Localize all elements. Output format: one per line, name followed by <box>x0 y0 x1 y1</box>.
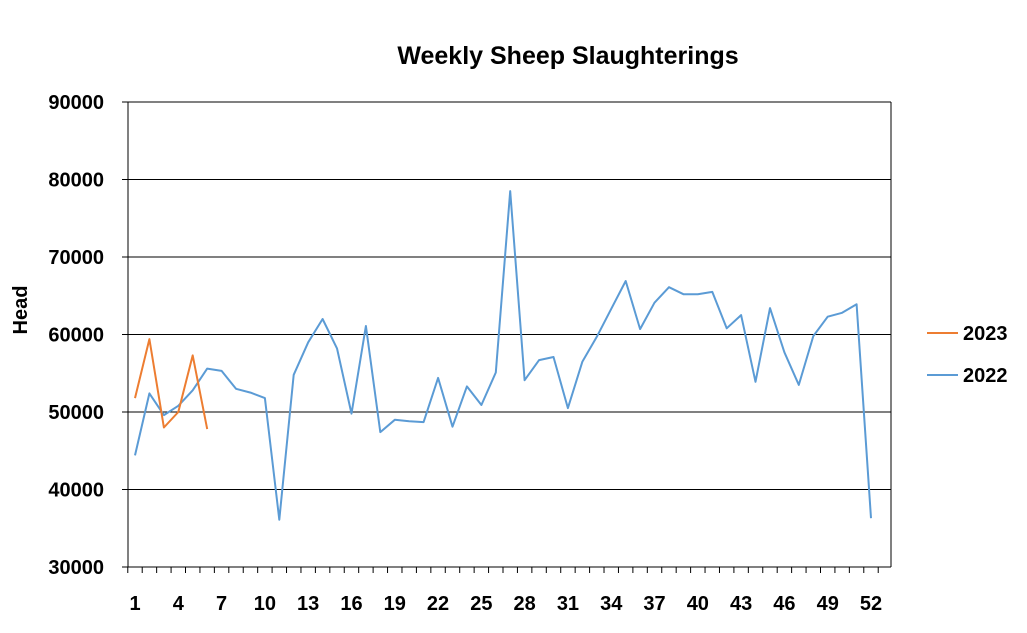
y-tick-label: 90000 <box>48 92 104 114</box>
gridlines <box>128 101 891 568</box>
axes <box>122 101 892 573</box>
x-tick-label: 1 <box>129 593 140 615</box>
x-tick-label: 43 <box>730 593 752 615</box>
x-tick-label: 7 <box>216 593 227 615</box>
y-tick-label: 80000 <box>48 170 104 192</box>
x-tick-label: 28 <box>514 593 536 615</box>
x-tick-label: 49 <box>817 593 839 615</box>
series-lines <box>134 190 872 521</box>
x-tick-label: 19 <box>384 593 406 615</box>
y-tick-label: 40000 <box>48 480 104 502</box>
x-tick-label: 10 <box>254 593 276 615</box>
legend: 2023 2022 <box>927 323 1008 387</box>
series-line-2023 <box>134 338 209 430</box>
x-tick-label: 31 <box>557 593 579 615</box>
x-tick-label: 37 <box>643 593 665 615</box>
y-tick-label: 50000 <box>48 402 104 424</box>
chart-title: Weekly Sheep Slaughterings <box>397 42 738 70</box>
legend-label-2022: 2022 <box>963 365 1008 387</box>
x-tick-label: 25 <box>470 593 492 615</box>
legend-label-2023: 2023 <box>963 323 1008 345</box>
y-tick-label: 60000 <box>48 325 104 347</box>
x-tick-label: 52 <box>860 593 882 615</box>
x-tick-label: 34 <box>600 593 623 615</box>
y-axis-label: Head <box>10 286 32 335</box>
x-tick-label: 46 <box>773 593 795 615</box>
x-tick-label: 4 <box>173 593 185 615</box>
x-tick-label: 22 <box>427 593 449 615</box>
y-tick-label: 30000 <box>48 557 104 579</box>
x-tick-label: 16 <box>340 593 362 615</box>
tick-labels: 30000 40000 50000 60000 70000 80000 90000 1 4 7 10… <box>48 92 882 615</box>
y-tick-label: 70000 <box>48 247 104 269</box>
x-tick-label: 13 <box>297 593 319 615</box>
x-tick-label: 40 <box>687 593 709 615</box>
series-line-2022 <box>134 190 872 521</box>
